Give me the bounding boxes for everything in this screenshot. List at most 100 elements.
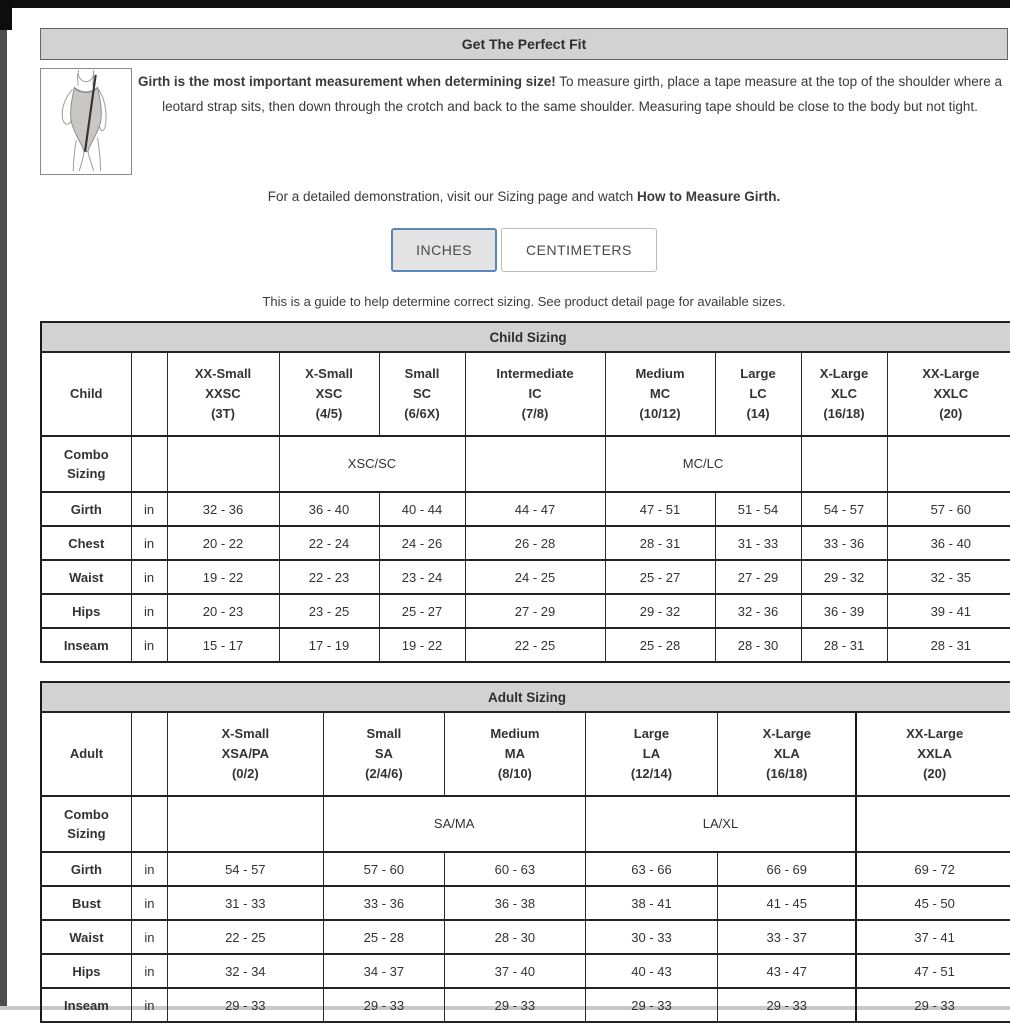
table-corner-label: Child	[40, 351, 132, 437]
table-title: Adult Sizing	[40, 681, 1010, 713]
measurement-value: 28 - 30	[444, 919, 586, 955]
measurement-value: 28 - 31	[604, 525, 716, 561]
table-row: Child Sizing	[40, 321, 1010, 353]
table-row: Adult X-Small XSA/PA (0/2) Small SA (2/4/6) Med…	[40, 711, 1010, 797]
combo-group-cell: SA/MA	[322, 795, 586, 853]
demo-instruction: For a detailed demonstration, visit our …	[40, 189, 1008, 204]
measurement-value: 37 - 40	[444, 953, 586, 989]
adult-sizing-table: Adult Sizing Adult X-Small XSA/PA (0/2) Small…	[40, 681, 1010, 1023]
measurement-label: Girth	[40, 491, 132, 527]
measurement-value: 33 - 36	[322, 885, 446, 921]
combo-group-cell	[166, 435, 280, 493]
measurement-label: Inseam	[40, 987, 132, 1023]
measurement-value: 29 - 33	[855, 987, 1010, 1023]
size-column-header: Intermediate IC (7/8)	[464, 351, 606, 437]
measurement-value: 40 - 43	[584, 953, 719, 989]
measurement-value: 32 - 36	[714, 593, 802, 629]
measurement-value: 31 - 33	[167, 885, 324, 921]
unit-cell: in	[130, 627, 168, 663]
unit-cell: in	[130, 987, 169, 1023]
table-row: Waist in 22 - 25 25 - 28 28 - 30 30 - 33 33 - …	[40, 919, 1010, 955]
unit-cell: in	[130, 919, 169, 955]
measurement-value: 45 - 50	[855, 885, 1010, 921]
combo-group-cell: XSC/SC	[278, 435, 466, 493]
combo-group-cell: LA/XL	[584, 795, 857, 853]
measurement-value: 36 - 38	[444, 885, 586, 921]
measurement-value: 25 - 28	[322, 919, 446, 955]
measurement-value: 29 - 33	[167, 987, 324, 1023]
measurement-value: 24 - 26	[378, 525, 466, 561]
measurement-value: 69 - 72	[855, 851, 1010, 887]
measurement-value: 33 - 37	[717, 919, 857, 955]
measurement-value: 29 - 33	[717, 987, 857, 1023]
screenshot-left-edge	[0, 0, 7, 1010]
table-row: Hips in 32 - 34 34 - 37 37 - 40 40 - 43 43 - 4…	[40, 953, 1010, 989]
unit-cell: in	[130, 559, 168, 595]
measurement-value: 22 - 25	[464, 627, 606, 663]
measurement-value: 29 - 32	[800, 559, 888, 595]
unit-toggle: INCHES CENTIMETERS	[40, 228, 1008, 272]
measurement-value: 22 - 23	[278, 559, 380, 595]
table-row: Hips in 20 - 23 23 - 25 25 - 27 27 - 29 29 - 3…	[40, 593, 1010, 629]
unit-cell	[130, 351, 168, 437]
combo-sizing-label: Combo Sizing	[40, 435, 132, 493]
combo-group-cell	[855, 795, 1010, 853]
measurement-value: 23 - 24	[378, 559, 466, 595]
demo-text: For a detailed demonstration, visit our …	[267, 189, 637, 204]
measurement-label: Chest	[40, 525, 132, 561]
measurement-value: 17 - 19	[278, 627, 380, 663]
measurement-value: 33 - 36	[800, 525, 888, 561]
table-corner-label: Adult	[40, 711, 132, 797]
measurement-value: 41 - 45	[717, 885, 857, 921]
measurement-value: 26 - 28	[464, 525, 606, 561]
measurement-value: 40 - 44	[378, 491, 466, 527]
measurement-label: Hips	[40, 593, 132, 629]
measurement-value: 22 - 24	[278, 525, 380, 561]
sizing-tables: Child Sizing Child XX-Small XXSC (3T) X-Small…	[40, 321, 1010, 1023]
measurement-value: 66 - 69	[717, 851, 857, 887]
unit-cell	[130, 711, 169, 797]
centimeters-button[interactable]: CENTIMETERS	[501, 228, 657, 272]
girth-intro-paragraph: Girth is the most important measurement …	[132, 70, 1008, 175]
page-title: Get The Perfect Fit	[40, 28, 1008, 60]
screenshot-top-edge	[0, 0, 1010, 8]
unit-cell: in	[130, 491, 168, 527]
size-column-header: XX-Large XXLA (20)	[855, 711, 1010, 797]
table-row: Child XX-Small XXSC (3T) X-Small XSC (4/5) Smal…	[40, 351, 1010, 437]
measurement-value: 47 - 51	[604, 491, 716, 527]
measurement-label: Bust	[40, 885, 132, 921]
measurement-value: 25 - 28	[604, 627, 716, 663]
measurement-value: 60 - 63	[444, 851, 586, 887]
size-column-header: Medium MA (8/10)	[444, 711, 586, 797]
unit-cell: in	[130, 525, 168, 561]
measurement-value: 23 - 25	[278, 593, 380, 629]
unit-cell: in	[130, 953, 169, 989]
child-sizing-table: Child Sizing Child XX-Small XXSC (3T) X-Small…	[40, 321, 1010, 663]
measurement-value: 28 - 31	[800, 627, 888, 663]
measurement-value: 15 - 17	[166, 627, 280, 663]
measurement-value: 29 - 33	[322, 987, 446, 1023]
size-column-header: Medium MC (10/12)	[604, 351, 716, 437]
measurement-value: 54 - 57	[800, 491, 888, 527]
measurement-value: 20 - 23	[166, 593, 280, 629]
leotard-girth-diagram-image	[40, 63, 132, 175]
measurement-value: 38 - 41	[584, 885, 719, 921]
unit-cell	[130, 795, 169, 853]
measurement-value: 43 - 47	[717, 953, 857, 989]
measurement-value: 36 - 40	[278, 491, 380, 527]
size-column-header: X-Large XLA (16/18)	[717, 711, 857, 797]
size-column-header: Small SA (2/4/6)	[322, 711, 446, 797]
table-row: Adult Sizing	[40, 681, 1010, 713]
table-row: Chest in 20 - 22 22 - 24 24 - 26 26 - 28 28 - …	[40, 525, 1010, 561]
combo-group-cell	[886, 435, 1010, 493]
girth-intro-rest: To measure girth, place a tape measure a…	[162, 74, 1003, 114]
size-column-header: X-Small XSC (4/5)	[278, 351, 380, 437]
measurement-value: 57 - 60	[886, 491, 1010, 527]
measurement-value: 57 - 60	[322, 851, 446, 887]
inches-button[interactable]: INCHES	[391, 228, 498, 272]
measurement-value: 31 - 33	[714, 525, 802, 561]
measurement-value: 24 - 25	[464, 559, 606, 595]
combo-group-cell	[800, 435, 888, 493]
sizing-note: This is a guide to help determine correc…	[262, 294, 786, 309]
measurement-value: 28 - 30	[714, 627, 802, 663]
